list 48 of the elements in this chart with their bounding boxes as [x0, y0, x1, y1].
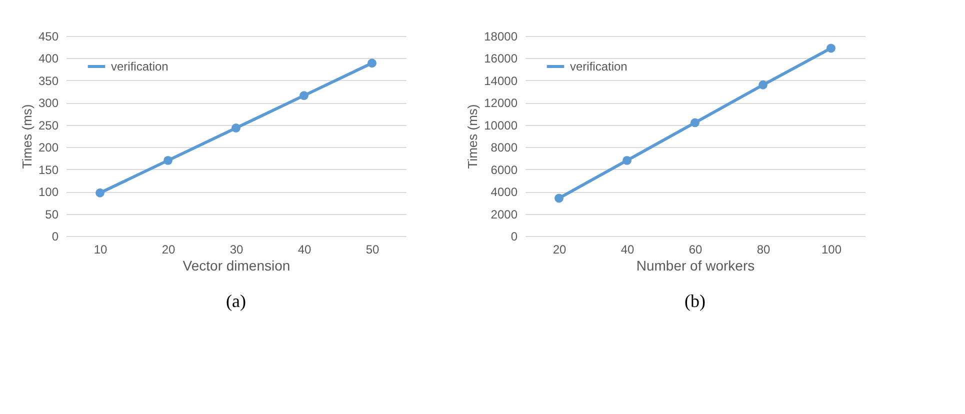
point	[690, 118, 700, 128]
point	[622, 156, 632, 165]
y-tick-label: 12000	[484, 96, 518, 110]
y-tick-label: 10000	[484, 118, 518, 132]
y-tick-label: 16000	[484, 52, 518, 66]
y-tick-label: 8000	[490, 140, 518, 155]
y-tick-label: 400	[38, 52, 59, 66]
y-tick-label: 2000	[490, 207, 518, 222]
y-tick-label: 150	[38, 162, 59, 177]
y-tick-label: 50	[45, 207, 59, 222]
point	[96, 188, 104, 198]
x-tick-label: 100	[821, 242, 842, 256]
y-tick-label: 0	[52, 230, 59, 244]
legend-label: verification	[570, 60, 628, 74]
y-tick-label: 18000	[484, 30, 518, 44]
y-tick-label: 6000	[490, 162, 518, 177]
x-tick-label: 40	[620, 242, 634, 256]
text: (b)	[684, 291, 706, 311]
y-tick-label: 14000	[484, 74, 518, 88]
x-tick-label: 20	[162, 242, 176, 256]
y-tick-label: 4000	[490, 185, 518, 200]
y-tick-label: 250	[38, 118, 59, 132]
x-axis-title: Number of workers	[636, 258, 755, 274]
y-axis-title: Times (ms)	[19, 104, 34, 169]
x-tick-label: 30	[230, 242, 244, 256]
x-tick-label: 80	[756, 242, 770, 256]
point	[232, 124, 240, 132]
y-axis-title: Times (ms)	[465, 104, 480, 169]
point	[758, 80, 768, 90]
y-tick-label: 350	[38, 74, 59, 88]
point	[554, 194, 564, 203]
y-tick-label: 300	[38, 96, 59, 110]
point	[164, 156, 172, 165]
x-tick-label: 40	[298, 242, 312, 256]
x-tick-label: 60	[688, 242, 702, 256]
x-tick-label: 10	[94, 242, 108, 256]
x-axis-title: Vector dimension	[182, 258, 290, 274]
x-tick-label: 50	[366, 242, 380, 256]
legend-label: verification	[111, 60, 168, 74]
x-tick-label: 20	[552, 242, 566, 256]
text: (a)	[226, 291, 246, 311]
y-tick-label: 200	[38, 140, 59, 155]
point	[300, 91, 308, 100]
point	[826, 44, 836, 53]
y-tick-label: 0	[510, 230, 518, 244]
point	[368, 58, 376, 68]
y-tick-label: 450	[38, 30, 59, 44]
y-tick-label: 100	[38, 185, 59, 200]
